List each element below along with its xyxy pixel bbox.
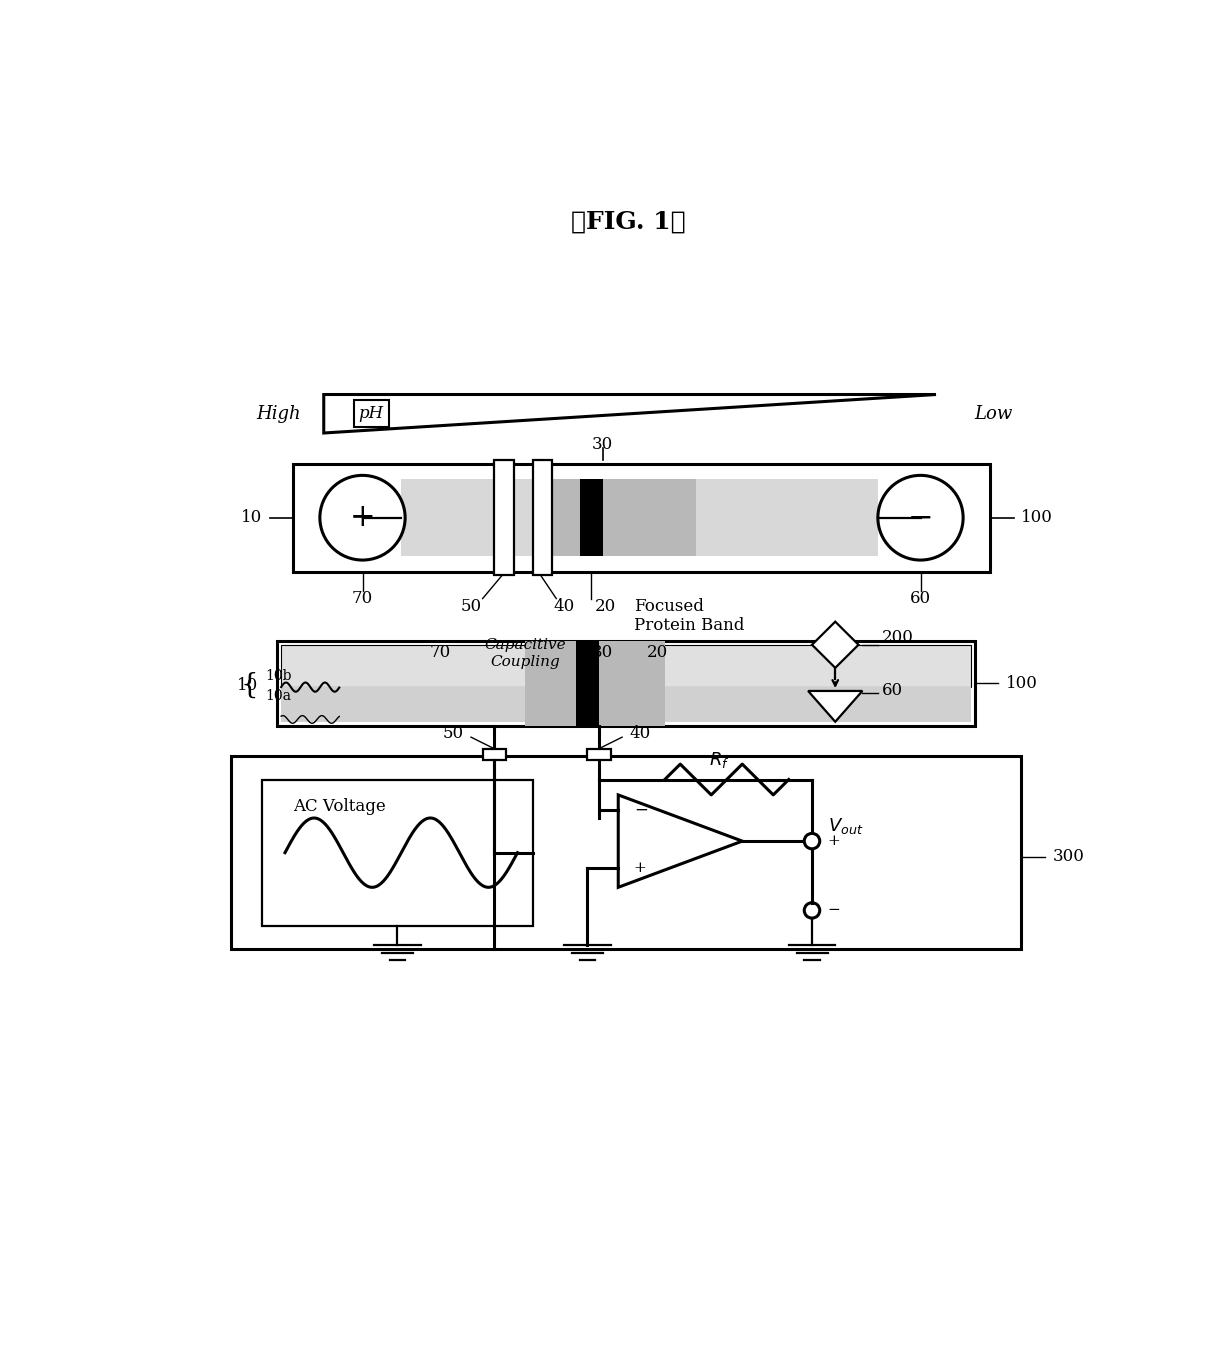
Text: 70: 70	[352, 590, 373, 606]
Bar	[483, 749, 506, 760]
Bar	[281, 687, 971, 721]
Text: 300: 300	[1052, 847, 1084, 865]
Text: −: −	[828, 904, 840, 917]
Text: 10: 10	[237, 678, 257, 694]
Circle shape	[804, 902, 820, 919]
Text: $R_f$: $R_f$	[709, 750, 729, 771]
Circle shape	[804, 834, 820, 849]
Bar	[293, 464, 991, 572]
Bar	[525, 641, 664, 726]
Text: pH: pH	[359, 405, 384, 422]
Text: −: −	[634, 802, 647, 819]
Text: 10b: 10b	[266, 668, 292, 683]
Text: 200: 200	[881, 628, 913, 646]
Text: +: +	[634, 861, 646, 875]
Text: 70: 70	[429, 643, 451, 661]
Text: Protein Band: Protein Band	[634, 617, 744, 634]
Polygon shape	[324, 394, 935, 433]
Text: 100: 100	[1005, 675, 1037, 691]
Polygon shape	[812, 622, 858, 668]
Text: Capacitive: Capacitive	[484, 638, 566, 652]
Text: −: −	[907, 502, 933, 533]
Text: 50: 50	[443, 724, 463, 742]
Text: +: +	[349, 502, 375, 533]
Text: 【FIG. 1】: 【FIG. 1】	[571, 209, 685, 233]
Text: 60: 60	[881, 683, 902, 700]
Text: 20: 20	[646, 643, 668, 661]
Bar	[230, 757, 1021, 949]
Bar	[576, 641, 598, 726]
Text: 30: 30	[592, 643, 613, 661]
Bar	[277, 641, 975, 726]
Bar	[401, 479, 878, 556]
Text: Focused: Focused	[634, 598, 704, 615]
Text: 10a: 10a	[266, 690, 292, 704]
Text: 60: 60	[910, 590, 931, 606]
Text: 20: 20	[595, 598, 617, 615]
Text: 100: 100	[1021, 509, 1053, 526]
Bar	[541, 479, 695, 556]
Text: AC Voltage: AC Voltage	[293, 798, 385, 815]
Text: +: +	[828, 834, 840, 849]
Text: 40: 40	[553, 598, 575, 615]
Circle shape	[878, 475, 964, 560]
Text: High: High	[256, 405, 300, 423]
Text: {: {	[240, 672, 257, 700]
Polygon shape	[618, 795, 742, 887]
Text: Low: Low	[975, 405, 1013, 423]
Text: Coupling: Coupling	[490, 656, 560, 669]
Text: 10: 10	[240, 509, 261, 526]
Text: $V_{out}$: $V_{out}$	[828, 816, 863, 835]
Text: 50: 50	[461, 598, 482, 615]
Bar	[261, 779, 533, 925]
Bar	[587, 749, 611, 760]
Text: 30: 30	[592, 437, 613, 453]
Polygon shape	[808, 691, 862, 721]
Circle shape	[320, 475, 405, 560]
Bar	[533, 460, 553, 575]
Bar	[494, 460, 514, 575]
Bar	[580, 479, 603, 556]
Bar	[281, 645, 971, 687]
Text: 40: 40	[630, 724, 651, 742]
